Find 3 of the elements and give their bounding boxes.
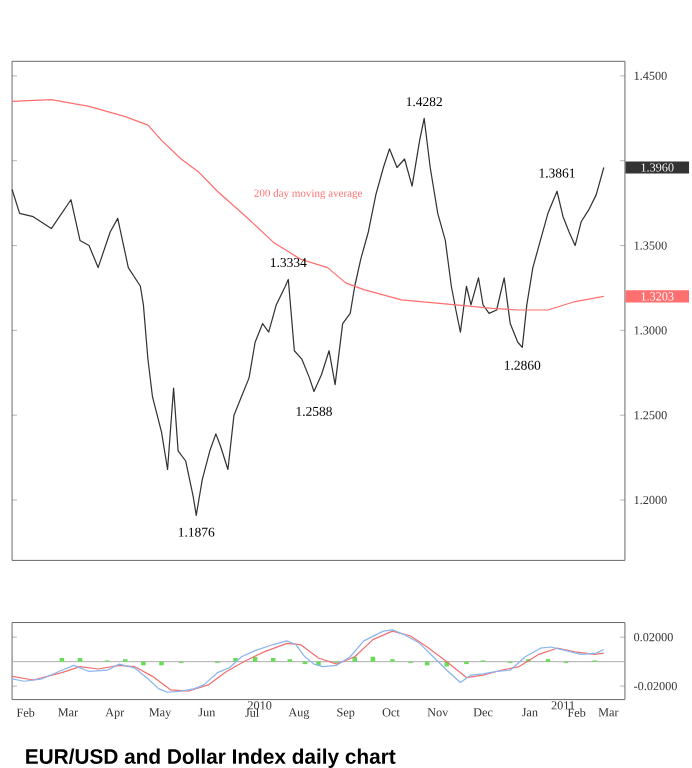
- line-series: [11, 99, 605, 311]
- line-series: [11, 117, 605, 516]
- text: EUR/USD and Dollar Index daily chart: [26, 748, 396, 768]
